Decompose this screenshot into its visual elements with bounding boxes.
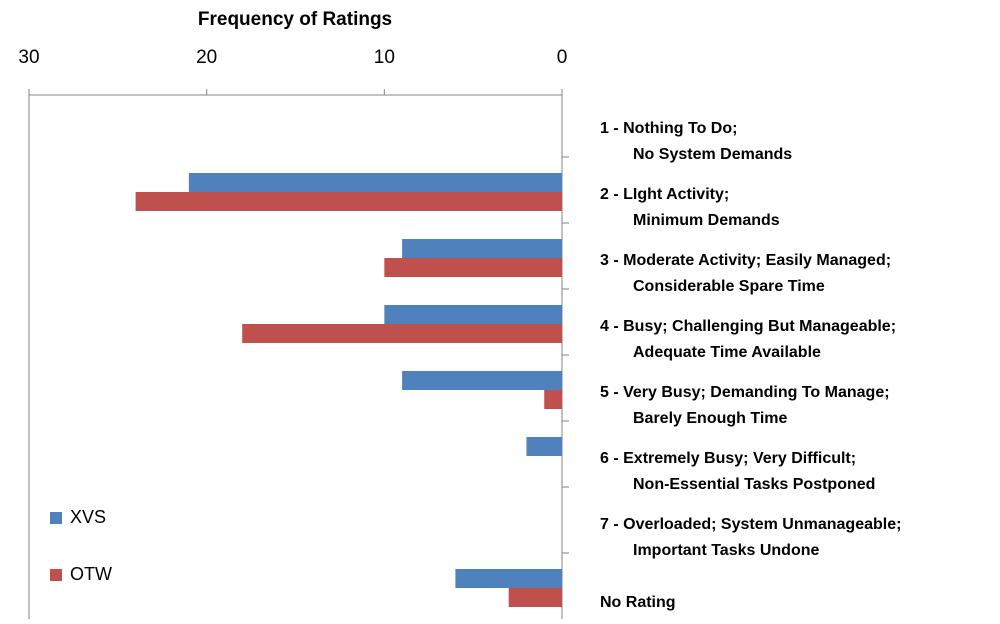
category-label: 4 - Busy; Challenging But Manageable;	[600, 318, 896, 335]
chart-title: Frequency of Ratings	[198, 9, 392, 30]
bar	[402, 371, 562, 390]
category-label: 2 - LIght Activity;	[600, 186, 729, 203]
bar	[455, 569, 562, 588]
bar	[544, 390, 562, 409]
bar	[526, 437, 562, 456]
bar	[188, 173, 562, 192]
category-label: No System Demands	[633, 146, 792, 163]
category-label: Adequate Time Available	[633, 344, 821, 361]
category-label: 5 - Very Busy; Demanding To Manage;	[600, 384, 890, 401]
legend-swatch	[50, 512, 62, 524]
x-tick-label: 0	[557, 47, 568, 68]
category-label: 6 - Extremely Busy; Very Difficult;	[600, 450, 856, 467]
category-label: 3 - Moderate Activity; Easily Managed;	[600, 252, 891, 269]
bar	[135, 192, 562, 211]
category-label: No Rating	[600, 594, 676, 611]
category-label: Barely Enough Time	[633, 410, 788, 427]
bar	[384, 258, 562, 277]
x-tick-label: 30	[18, 47, 39, 68]
x-tick-label: 10	[374, 47, 395, 68]
category-label: Considerable Spare Time	[633, 278, 825, 295]
bar	[242, 324, 562, 343]
category-label: 1 - Nothing To Do;	[600, 120, 737, 137]
category-label: 7 - Overloaded; System Unmanageable;	[600, 516, 901, 533]
bar	[402, 239, 562, 258]
category-label: Minimum Demands	[633, 212, 780, 229]
bar	[508, 588, 562, 607]
category-label: Important Tasks Undone	[633, 542, 819, 559]
legend-swatch	[50, 569, 62, 581]
legend-label: XVS	[70, 507, 106, 527]
legend-label: OTW	[70, 564, 112, 584]
x-tick-label: 20	[196, 47, 217, 68]
bar	[384, 305, 562, 324]
category-label: Non-Essential Tasks Postponed	[633, 476, 875, 493]
